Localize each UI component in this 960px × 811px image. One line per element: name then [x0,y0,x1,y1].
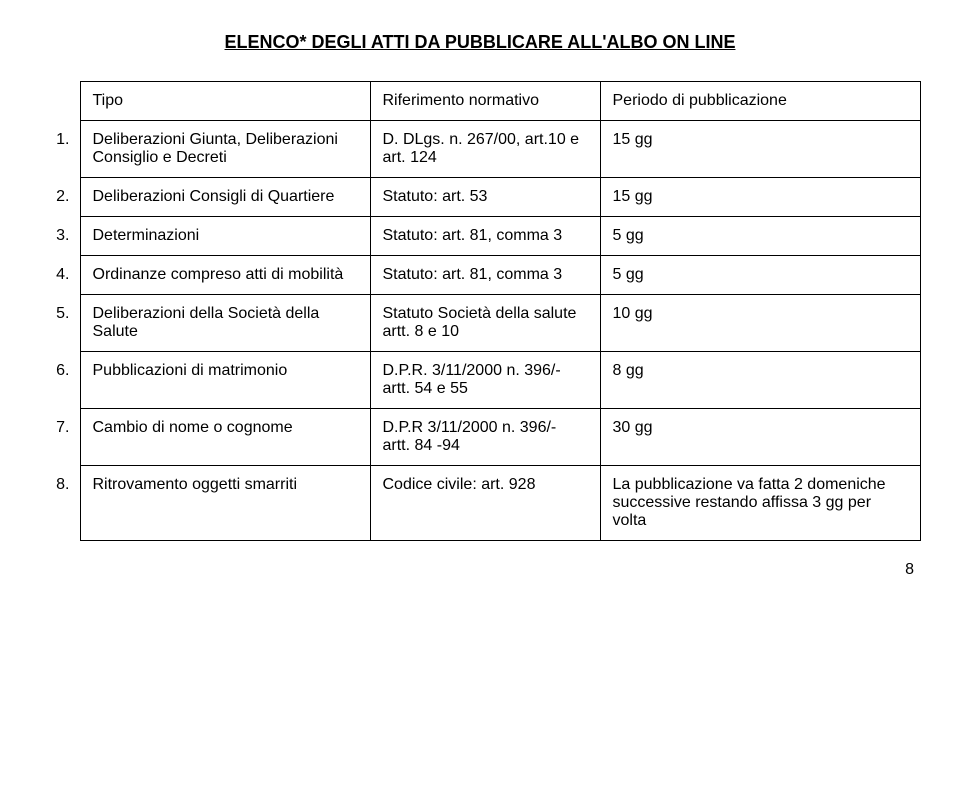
row-number: 5. [40,295,80,352]
cell-rif: D. DLgs. n. 267/00, art.10 e art. 124 [370,121,600,178]
table-row: 5. Deliberazioni della Società della Sal… [40,295,920,352]
row-number: 1. [40,121,80,178]
cell-tipo: Determinazioni [80,217,370,256]
cell-tipo: Ordinanze compreso atti di mobilità [80,256,370,295]
cell-per: 5 gg [600,217,920,256]
cell-rif: Statuto: art. 53 [370,178,600,217]
row-number: 8. [40,466,80,541]
table-row: 1. Deliberazioni Giunta, Deliberazioni C… [40,121,920,178]
cell-tipo: Deliberazioni della Società della Salute [80,295,370,352]
cell-tipo: Deliberazioni Consigli di Quartiere [80,178,370,217]
row-number: 7. [40,409,80,466]
table-row: 3. Determinazioni Statuto: art. 81, comm… [40,217,920,256]
col-header-num [40,82,80,121]
cell-per: 10 gg [600,295,920,352]
page-number: 8 [40,561,920,579]
row-number: 3. [40,217,80,256]
cell-rif: D.P.R. 3/11/2000 n. 396/- artt. 54 e 55 [370,352,600,409]
col-header-periodo: Periodo di pubblicazione [600,82,920,121]
table-header-row: Tipo Riferimento normativo Periodo di pu… [40,82,920,121]
col-header-riferimento: Riferimento normativo [370,82,600,121]
cell-rif: D.P.R 3/11/2000 n. 396/- artt. 84 -94 [370,409,600,466]
table-row: 7. Cambio di nome o cognome D.P.R 3/11/2… [40,409,920,466]
row-number: 2. [40,178,80,217]
cell-rif: Statuto Società della salute artt. 8 e 1… [370,295,600,352]
acts-table: Tipo Riferimento normativo Periodo di pu… [40,81,921,541]
table-row: 4. Ordinanze compreso atti di mobilità S… [40,256,920,295]
cell-per: 8 gg [600,352,920,409]
cell-tipo: Pubblicazioni di matrimonio [80,352,370,409]
cell-rif: Codice civile: art. 928 [370,466,600,541]
cell-tipo: Cambio di nome o cognome [80,409,370,466]
table-row: 8. Ritrovamento oggetti smarriti Codice … [40,466,920,541]
cell-per: 30 gg [600,409,920,466]
cell-per: 5 gg [600,256,920,295]
row-number: 6. [40,352,80,409]
page-title: ELENCO* DEGLI ATTI DA PUBBLICARE ALL'ALB… [40,32,920,53]
col-header-tipo: Tipo [80,82,370,121]
cell-rif: Statuto: art. 81, comma 3 [370,256,600,295]
cell-rif: Statuto: art. 81, comma 3 [370,217,600,256]
cell-per: La pubblicazione va fatta 2 domeniche su… [600,466,920,541]
cell-tipo: Deliberazioni Giunta, Deliberazioni Cons… [80,121,370,178]
table-row: 6. Pubblicazioni di matrimonio D.P.R. 3/… [40,352,920,409]
row-number: 4. [40,256,80,295]
cell-per: 15 gg [600,178,920,217]
table-row: 2. Deliberazioni Consigli di Quartiere S… [40,178,920,217]
cell-per: 15 gg [600,121,920,178]
cell-tipo: Ritrovamento oggetti smarriti [80,466,370,541]
